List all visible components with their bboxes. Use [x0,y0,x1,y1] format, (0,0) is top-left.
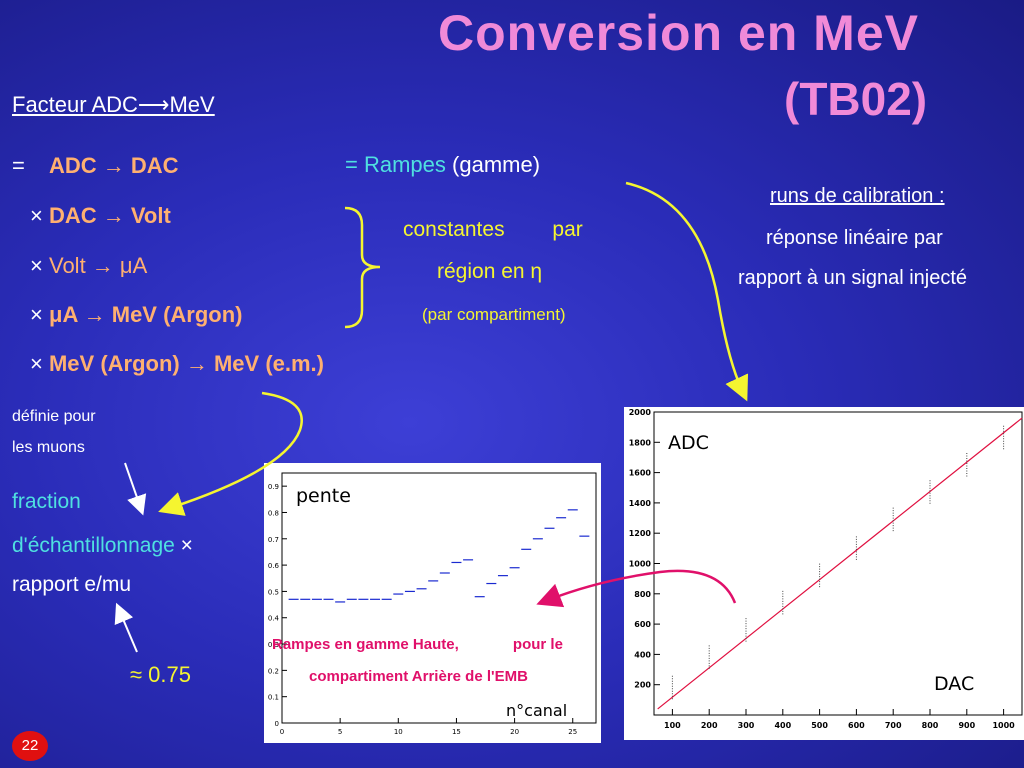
times-sign: × [30,351,43,376]
x-tick-label: 500 [811,721,828,730]
fraction-text: fraction [12,490,81,513]
region-eta-text: région en η [437,260,543,283]
caption-part-b: pour le [512,636,563,653]
adc-dac-text: ADC → DAC [48,153,179,178]
volt-ua-text: Volt → μA [48,253,148,278]
times-sign: × [30,302,43,327]
y-tick-label: 0.1 [268,694,279,702]
slide-title: Conversion en MeV [438,5,919,61]
x-tick-label: 20 [510,728,519,736]
constantes-text: constantes par [403,218,583,242]
x-tick-label: 15 [452,728,461,736]
dac-label: DAC [934,673,975,695]
rampes-caption-line1: Rampes en gamme Haute, pour le [272,636,563,653]
runs-line-1: réponse linéaire par [766,227,943,249]
approx-value: ≈ 0.75 [130,662,192,687]
echantillonnage-line: d'échantillonnage × [12,534,193,558]
ncanal-label: n°canal [506,701,568,720]
x-tick-label: 300 [738,721,755,730]
x-tick-label: 10 [394,728,403,736]
pente-label: pente [296,485,351,507]
caption-part-a: Rampes en gamme Haute, [272,636,459,653]
fraction-word: fraction [12,490,81,514]
y-tick-label: 0.9 [268,483,279,491]
y-tick-label: 0.2 [268,667,279,675]
y-tick-label: 0 [275,720,279,728]
y-tick-label: 1200 [629,529,652,538]
y-tick-label: 1400 [629,499,652,508]
fit-line [657,417,1023,710]
times-sign: × [30,253,43,278]
par-word: par [552,218,583,241]
line-5: × MeV (Argon) → MeV (e.m.) [30,351,324,377]
dac-volt-text: DAC → Volt [48,203,171,228]
pente-plot-svg: 0.9 0.8 0.7 0.6 0.5 0.4 0.3 0.2 0.1 0 0 5 10 15 20 25 [268,472,597,736]
curly-brace [344,206,381,329]
definie-line-1: définie pour [12,408,96,425]
x-tick-label: 5 [338,728,342,736]
echantillonnage-text: d'échantillonnage [12,534,175,557]
rampes-eq: = [345,152,358,177]
yellow-arrow-fraction [158,391,303,516]
y-tick-label: 2000 [629,408,652,417]
y-tick-label: 800 [634,590,651,599]
y-tick-label: 1600 [629,469,652,478]
line-4: × μA → MeV (Argon) [30,302,243,328]
ua-mev-text: μA → MeV (Argon) [48,302,243,327]
x-tick-label: 600 [848,721,865,730]
x-tick-label: 100 [664,721,681,730]
slide-number-badge: 22 [12,731,48,761]
y-tick-label: 0.5 [268,588,279,596]
y-tick-label: 600 [634,620,651,629]
white-arrow-definie [124,462,147,516]
line-2: × DAC → Volt [30,203,171,229]
magenta-arrow-rampes [536,569,737,608]
adc-label: ADC [668,432,709,454]
y-tick-label: 0.3 [268,641,279,649]
adc-dac-plot: 2000 1800 1600 1400 1200 1000 800 600 400 200 100… [624,407,1024,740]
x-tick-label: 1000 [992,721,1015,730]
times-sign: × [30,203,43,228]
white-arrow-approx [114,602,138,653]
x-tick-label: 25 [568,728,577,736]
definie-line-2: les muons [12,439,85,456]
y-tick-label: 1000 [629,560,652,569]
rampes-caption-line2: compartiment Arrière de l'EMB [309,668,528,685]
x-tick-label: 400 [774,721,791,730]
y-tick-label: 1800 [629,438,652,447]
facteur-heading: Facteur ADC⟶MeV [12,92,215,117]
mev-em-text: MeV (Argon) → MeV (e.m.) [48,351,324,376]
x-tick-label: 700 [885,721,902,730]
times-sign: × [180,534,193,557]
y-tick-label: 0.4 [268,615,280,623]
y-tick-label: 0.6 [268,562,280,570]
line-1: = ADC → DAC [12,153,179,179]
equals-sign: = [12,153,25,178]
slide-subtitle: (TB02) [784,73,928,125]
runs-heading: runs de calibration : [770,185,945,207]
adc-dac-plot-svg: 2000 1800 1600 1400 1200 1000 800 600 400 200 100… [629,408,1023,730]
rampes-word: Rampes [363,152,446,177]
line-3: × Volt → μA [30,253,147,279]
rampes-rest: (gamme) [452,152,541,177]
yellow-arrow-runs [625,181,749,402]
y-tick-label: 0.8 [268,509,279,517]
x-tick-label: 0 [280,728,284,736]
runs-line-2: rapport à un signal injecté [738,267,968,289]
par-compartiment-text: (par compartiment) [422,305,566,324]
y-tick-label: 400 [634,650,651,659]
y-tick-label: 0.7 [268,536,279,544]
y-tick-label: 200 [634,681,651,690]
constantes-word: constantes [403,218,505,241]
x-tick-label: 200 [701,721,718,730]
x-tick-label: 900 [958,721,975,730]
rampes-line: = Rampes (gamme) [345,152,540,178]
x-tick-label: 800 [922,721,939,730]
rapport-emu-text: rapport e/mu [12,573,132,596]
